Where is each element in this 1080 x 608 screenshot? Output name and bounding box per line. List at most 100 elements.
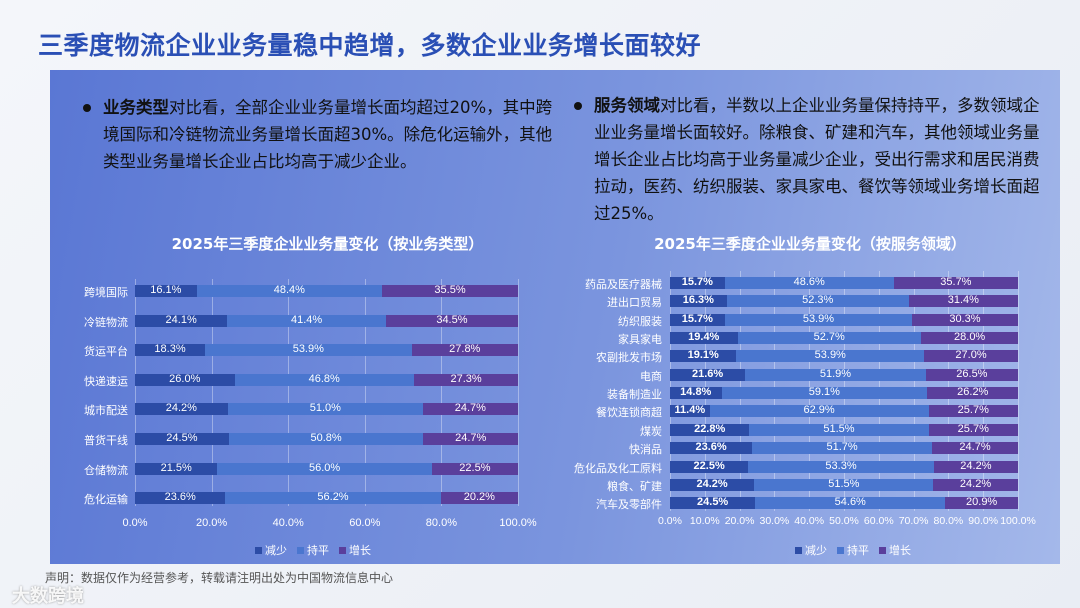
bar-segment-持平	[736, 350, 925, 363]
bar-value-label: 53.9%	[292, 343, 324, 356]
bar-segment-增长	[440, 492, 518, 505]
bar-segment-持平	[752, 442, 933, 455]
bar-segment-增长	[423, 433, 518, 445]
bar-segment-减少	[670, 460, 749, 473]
legend-label: 增长	[349, 544, 371, 557]
bar-segment-增长	[382, 285, 518, 297]
category-label: 快递速运	[84, 374, 128, 388]
bar-segment-持平	[709, 405, 929, 418]
bar-value-label: 48.6%	[793, 276, 825, 288]
bar-segment-持平	[234, 373, 414, 386]
bar-segment-减少	[670, 350, 737, 363]
bar-segment-增长	[932, 442, 1018, 455]
category-label: 城市配送	[84, 404, 128, 418]
chart-legend: 减少 持平 增长	[795, 542, 911, 558]
legend-swatch-icon	[837, 547, 844, 554]
bar-value-label: 14.8%	[680, 386, 712, 399]
bar-value-label: 24.5%	[166, 432, 198, 444]
legend-label: 持平	[307, 544, 329, 557]
legend-label: 持平	[847, 544, 869, 557]
watermark-logo: 大数跨境	[12, 586, 84, 607]
bar-segment-减少	[135, 433, 229, 445]
legend-item: 减少	[795, 542, 827, 558]
bar-segment-增长	[928, 423, 1018, 436]
bar-value-label: 18.3%	[154, 343, 186, 356]
bar-segment-持平	[205, 344, 412, 357]
axis-tick-label: 60.0%	[349, 517, 381, 529]
bar-segment-减少	[135, 373, 235, 386]
category-label: 跨境国际	[84, 286, 128, 299]
bar-value-label: 52.3%	[802, 294, 834, 307]
grid-line	[364, 279, 366, 507]
bar-segment-增长	[908, 295, 1018, 308]
bar-segment-增长	[933, 460, 1018, 473]
bar-segment-增长	[912, 313, 1018, 326]
bar-value-label: 54.6%	[834, 496, 866, 509]
footer-note: 声明：数据仅作为经营参考，转载请注明出处为中国物流信息中心	[45, 571, 394, 585]
grid-line	[518, 279, 519, 507]
category-label: 货运平台	[84, 345, 128, 359]
legend-swatch-icon	[339, 547, 346, 554]
bar-value-label: 19.4%	[688, 331, 720, 344]
bar-segment-减少	[135, 462, 218, 475]
left-bullet-bold: 业务类型	[103, 98, 169, 117]
category-label: 普货干线	[84, 434, 128, 447]
bar-value-label: 56.2%	[317, 491, 349, 504]
bar-value-label: 24.2%	[165, 402, 197, 415]
grid-line	[288, 279, 290, 507]
bar-value-label: 28.0%	[954, 331, 986, 344]
bar-value-label: 22.5%	[459, 461, 491, 474]
bar-value-label: 26.5%	[956, 367, 988, 380]
grid-line	[211, 279, 213, 507]
bar-value-label: 59.1%	[808, 386, 840, 399]
bar-value-label: 27.3%	[450, 372, 482, 385]
chart-title: 2025年三季度企业业务量变化（按服务领域）	[654, 235, 966, 253]
bar-segment-持平	[217, 462, 432, 475]
bar-value-label: 51.0%	[309, 402, 341, 415]
legend-label: 减少	[805, 544, 827, 557]
legend-item: 持平	[837, 542, 869, 558]
bar-value-label: 51.5%	[828, 477, 860, 490]
bar-value-label: 24.1%	[165, 313, 197, 326]
legend-swatch-icon	[297, 547, 304, 554]
bar-value-label: 26.0%	[169, 372, 201, 385]
bar-value-label: 25.7%	[957, 422, 989, 435]
legend-swatch-icon	[879, 547, 886, 554]
bar-segment-增长	[920, 332, 1019, 345]
axis-tick-label: 80.0%	[933, 515, 964, 527]
bar-value-label: 22.5%	[693, 459, 725, 472]
bar-segment-减少	[670, 295, 727, 308]
bar-value-label: 51.7%	[826, 441, 858, 454]
bar-value-label: 27.0%	[955, 349, 987, 362]
chart-legend: 减少 持平 增长	[255, 542, 371, 558]
bullet-icon	[83, 104, 91, 112]
bar-segment-持平	[227, 403, 423, 416]
bar-segment-增长	[927, 387, 1019, 400]
bar-segment-持平	[749, 423, 929, 436]
bar-segment-减少	[670, 405, 710, 418]
bar-value-label: 41.4%	[290, 313, 323, 326]
bullet-icon	[574, 102, 582, 110]
axis-tick-label: 60.0%	[863, 515, 894, 527]
bar-value-label: 31.4%	[947, 294, 979, 307]
bar-value-label: 24.7%	[455, 432, 487, 444]
category-label: 装备制造业	[607, 388, 662, 402]
left-bullet-text: 对比看，全部企业业务量增长面均超过20%，其中跨境国际和冷链物流业务量增长面超3…	[103, 98, 553, 171]
right-bullet-bold: 服务领域	[594, 96, 660, 115]
category-label: 汽车及零部件	[596, 498, 662, 512]
bar-segment-减少	[670, 478, 755, 491]
bar-value-label: 24.7%	[454, 402, 486, 415]
bar-value-label: 53.9%	[814, 349, 846, 362]
bar-value-label: 21.5%	[160, 461, 192, 474]
bar-segment-减少	[135, 285, 197, 297]
bar-value-label: 35.5%	[434, 284, 466, 296]
bar-segment-减少	[670, 442, 753, 455]
legend-item: 增长	[879, 542, 911, 558]
left-bullet: 业务类型对比看，全部企业业务量增长面均超过20%，其中跨境国际和冷链物流业务量增…	[83, 94, 565, 175]
bar-segment-增长	[945, 497, 1018, 510]
bar-value-label: 24.7%	[959, 441, 991, 454]
chart-title: 2025年三季度企业业务量变化（按业务类型）	[171, 235, 484, 253]
axis-tick-label: 90.0%	[968, 515, 999, 527]
right-bullet: 服务领域对比看，半数以上企业业务量保持持平，多数领域企业业务量增长面较好。除粮食…	[574, 92, 1040, 227]
bar-value-label: 27.8%	[449, 343, 481, 356]
